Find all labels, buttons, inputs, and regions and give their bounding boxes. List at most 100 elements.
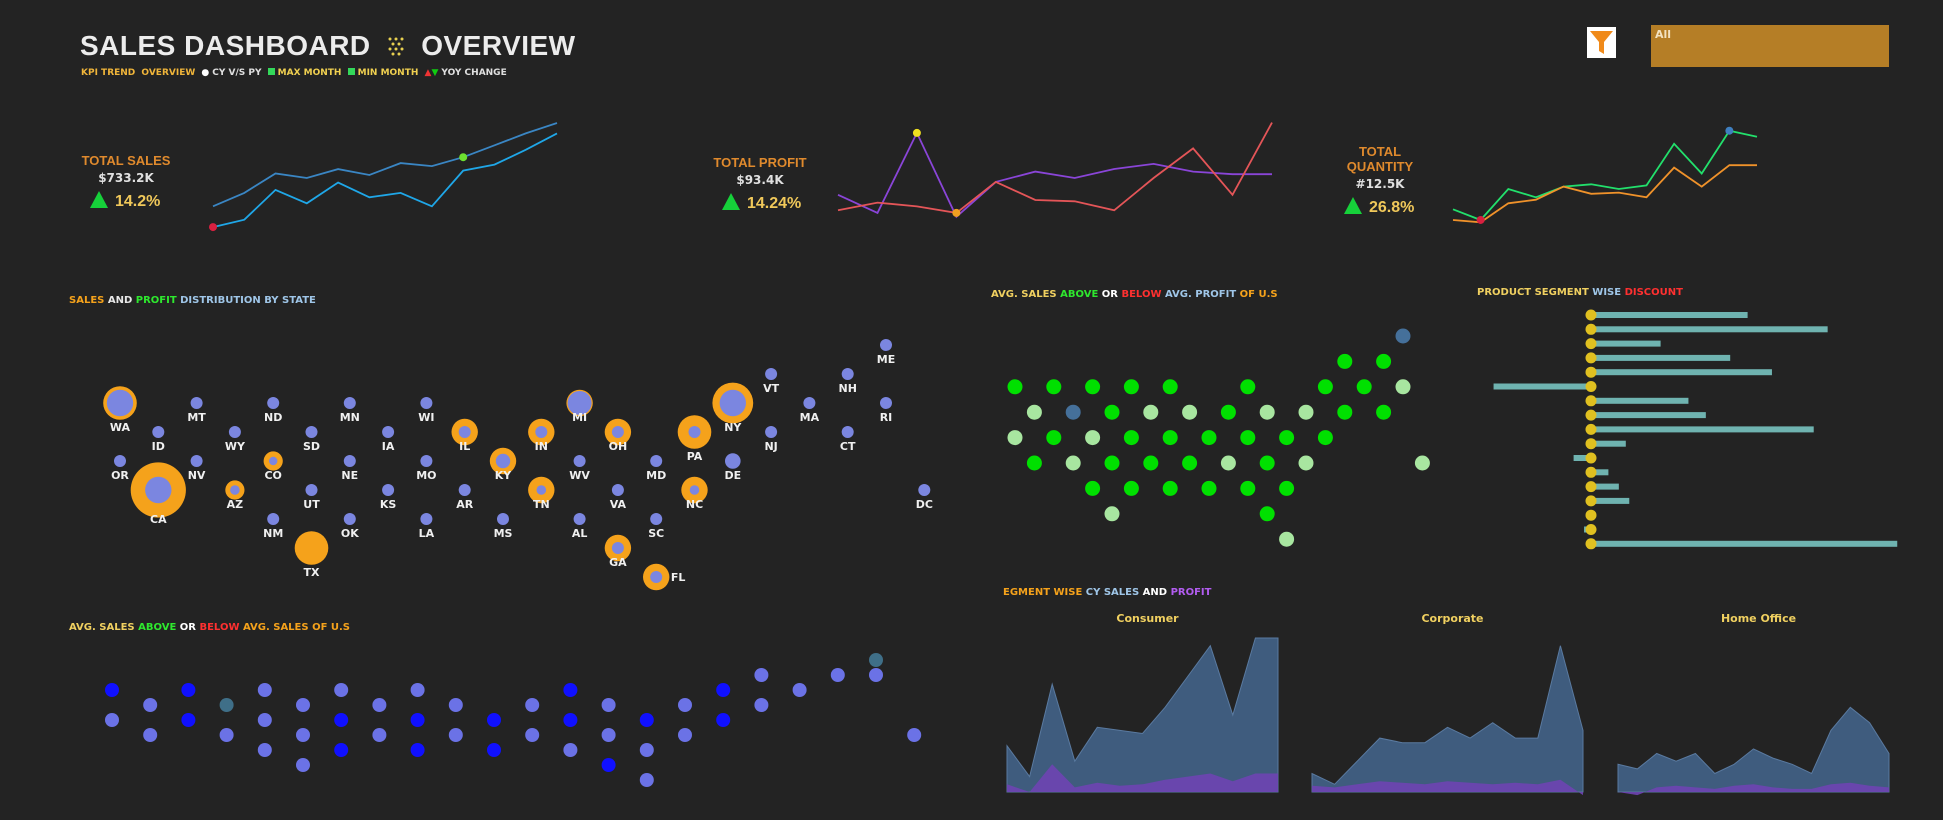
state-dot bbox=[1279, 430, 1295, 446]
state-dot bbox=[334, 713, 349, 727]
legend-yoy: YOY CHANGE bbox=[441, 68, 507, 78]
state-dot bbox=[1162, 480, 1178, 496]
state-dot bbox=[1201, 480, 1217, 496]
profit-bubble bbox=[918, 484, 931, 496]
profit-trend-chart bbox=[837, 122, 1273, 219]
state-dot bbox=[869, 653, 883, 667]
state-co: CO bbox=[263, 451, 283, 482]
profit-bubble bbox=[611, 426, 624, 438]
max-month-marker bbox=[1725, 126, 1734, 135]
state-label: IL bbox=[459, 440, 470, 453]
profit-bubble bbox=[725, 453, 741, 469]
discount-dot bbox=[1585, 309, 1597, 321]
state-dot bbox=[1240, 430, 1256, 446]
discount-dot bbox=[1585, 495, 1597, 507]
profit-bubble bbox=[382, 426, 395, 438]
state-dot bbox=[257, 683, 272, 697]
discount-dot bbox=[1585, 509, 1597, 521]
discount-dot bbox=[1585, 423, 1597, 435]
state-dot bbox=[1104, 404, 1120, 420]
discount-dot bbox=[1585, 338, 1597, 350]
avg-sales-profit-title: AVG. SALES ABOVE OR BELOW AVG. PROFIT OF… bbox=[991, 289, 1278, 300]
state-tn: TN bbox=[528, 476, 555, 511]
kpi-total-profit: TOTAL PROFIT $93.4K 14.24% bbox=[710, 155, 810, 213]
profit-bubble bbox=[650, 455, 663, 467]
avg-sales-sales-title: AVG. SALES ABOVE OR BELOW AVG. SALES OF … bbox=[69, 622, 351, 633]
state-dot bbox=[563, 683, 578, 697]
profit-bubble bbox=[420, 455, 433, 467]
state-de: DE bbox=[724, 453, 741, 482]
state-dot bbox=[1162, 430, 1178, 446]
state-oh: OH bbox=[604, 418, 632, 453]
kpi-label-line2: QUANTITY bbox=[1346, 159, 1414, 174]
discount-bar bbox=[1591, 340, 1661, 347]
state-tx: TX bbox=[294, 531, 329, 579]
state-dot bbox=[105, 713, 119, 727]
state-dot bbox=[678, 728, 692, 742]
state-label: MT bbox=[187, 411, 206, 424]
profit-bubble bbox=[343, 455, 356, 467]
discount-bar bbox=[1591, 440, 1626, 447]
profit-bubble bbox=[145, 476, 172, 504]
profit-bubble bbox=[535, 426, 548, 438]
min-month-marker bbox=[209, 223, 217, 232]
profit-area bbox=[1618, 782, 1889, 796]
state-dot bbox=[1143, 404, 1159, 420]
profit-bubble bbox=[567, 391, 592, 415]
state-label: NV bbox=[188, 469, 206, 482]
state-wi: WI bbox=[418, 397, 435, 424]
profit-bubble bbox=[765, 368, 778, 380]
min-month-marker bbox=[952, 208, 961, 217]
state-wy: WY bbox=[225, 426, 246, 453]
state-ny: NY bbox=[712, 382, 754, 434]
state-dot bbox=[296, 698, 310, 712]
state-dot bbox=[1259, 506, 1275, 522]
state-dot bbox=[1162, 379, 1178, 395]
state-dot bbox=[1298, 455, 1314, 471]
discount-dot bbox=[1585, 524, 1597, 535]
state-ca: CA bbox=[130, 462, 186, 526]
page-title: SALES DASHBOARD OVERVIEW bbox=[80, 30, 576, 62]
profit-area bbox=[1312, 779, 1583, 796]
up-triangle-icon bbox=[90, 191, 108, 208]
state-label: VA bbox=[610, 498, 627, 511]
title-right: OVERVIEW bbox=[421, 30, 576, 61]
state-sc: SC bbox=[648, 513, 664, 540]
profit-bubble bbox=[420, 513, 433, 525]
state-dot bbox=[257, 743, 272, 757]
state-ga: GA bbox=[604, 534, 632, 569]
profit-bubble bbox=[114, 455, 126, 467]
state-dot bbox=[1279, 480, 1295, 496]
kpi-value: #12.5K bbox=[1355, 177, 1405, 191]
profit-bubble bbox=[230, 485, 240, 495]
profit-bubble bbox=[841, 368, 854, 380]
state-dot bbox=[1201, 430, 1217, 446]
state-dot bbox=[1337, 404, 1353, 420]
state-label: SD bbox=[303, 440, 320, 453]
state-label: OK bbox=[341, 527, 359, 540]
state-label: AL bbox=[572, 527, 588, 540]
profit-bubble bbox=[190, 455, 203, 467]
state-dot bbox=[219, 728, 234, 742]
state-dot bbox=[296, 728, 310, 742]
state-dot bbox=[1123, 480, 1139, 496]
state-dot bbox=[1182, 404, 1198, 420]
discount-dot bbox=[1585, 409, 1597, 421]
state-label: NM bbox=[263, 527, 283, 540]
sales-area bbox=[1311, 645, 1584, 793]
state-dot bbox=[410, 683, 425, 697]
filter-dropdown[interactable]: All bbox=[1651, 25, 1889, 67]
state-label: WI bbox=[418, 411, 434, 424]
state-ct: CT bbox=[840, 426, 856, 453]
state-dc: DC bbox=[916, 484, 933, 511]
profit-bubble bbox=[458, 484, 471, 496]
sales-bubble bbox=[294, 531, 329, 565]
state-dot bbox=[601, 728, 616, 742]
filter-icon[interactable] bbox=[1587, 27, 1616, 58]
state-vt: VT bbox=[763, 368, 780, 395]
state-dot bbox=[410, 713, 425, 727]
profit-bubble bbox=[880, 339, 892, 351]
up-triangle-icon bbox=[1344, 197, 1362, 214]
profit-bubble bbox=[880, 397, 892, 409]
profit-bubble bbox=[267, 513, 280, 525]
